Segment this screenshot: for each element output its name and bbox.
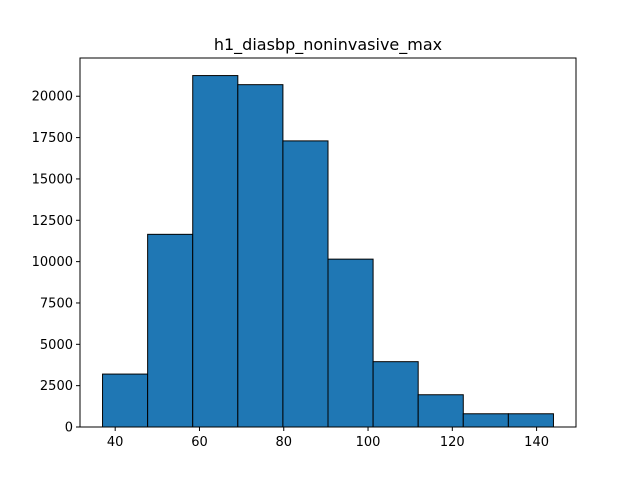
x-tick-label: 140 bbox=[524, 435, 549, 450]
y-tick-label: 20000 bbox=[32, 90, 73, 105]
histogram-bar bbox=[237, 84, 284, 428]
y-axis: 0 2500 5000 7500 10000 12500 15000 17500 20000 bbox=[32, 90, 80, 436]
x-tick-label: 80 bbox=[275, 435, 292, 450]
y-tick-label: 2500 bbox=[40, 379, 73, 394]
x-tick-label: 60 bbox=[191, 435, 208, 450]
histogram-bar bbox=[462, 413, 509, 428]
histogram-bar bbox=[192, 75, 239, 428]
y-tick-label: 7500 bbox=[40, 296, 73, 311]
y-tick-label: 12500 bbox=[32, 214, 73, 229]
y-tick-label: 15000 bbox=[32, 172, 73, 187]
histogram-bar bbox=[282, 140, 329, 428]
chart-title: h1_diasbp_noninvasive_max bbox=[214, 35, 442, 55]
histogram-bar bbox=[417, 394, 464, 428]
bars bbox=[102, 75, 554, 428]
histogram-bar bbox=[327, 258, 374, 428]
y-tick-label: 0 bbox=[65, 421, 73, 436]
histogram-bar bbox=[507, 413, 554, 428]
x-tick-label: 120 bbox=[440, 435, 465, 450]
histogram-bar bbox=[147, 233, 194, 428]
x-tick-label: 40 bbox=[107, 435, 124, 450]
x-axis: 40 60 80 100 120 140 bbox=[107, 427, 549, 450]
histogram-bar bbox=[372, 361, 419, 428]
x-tick-label: 100 bbox=[356, 435, 381, 450]
y-tick-label: 10000 bbox=[32, 255, 73, 270]
plot-frame bbox=[79, 57, 577, 428]
histogram-bar bbox=[102, 373, 149, 428]
y-tick-label: 17500 bbox=[32, 131, 73, 146]
y-tick-label: 5000 bbox=[40, 338, 73, 353]
